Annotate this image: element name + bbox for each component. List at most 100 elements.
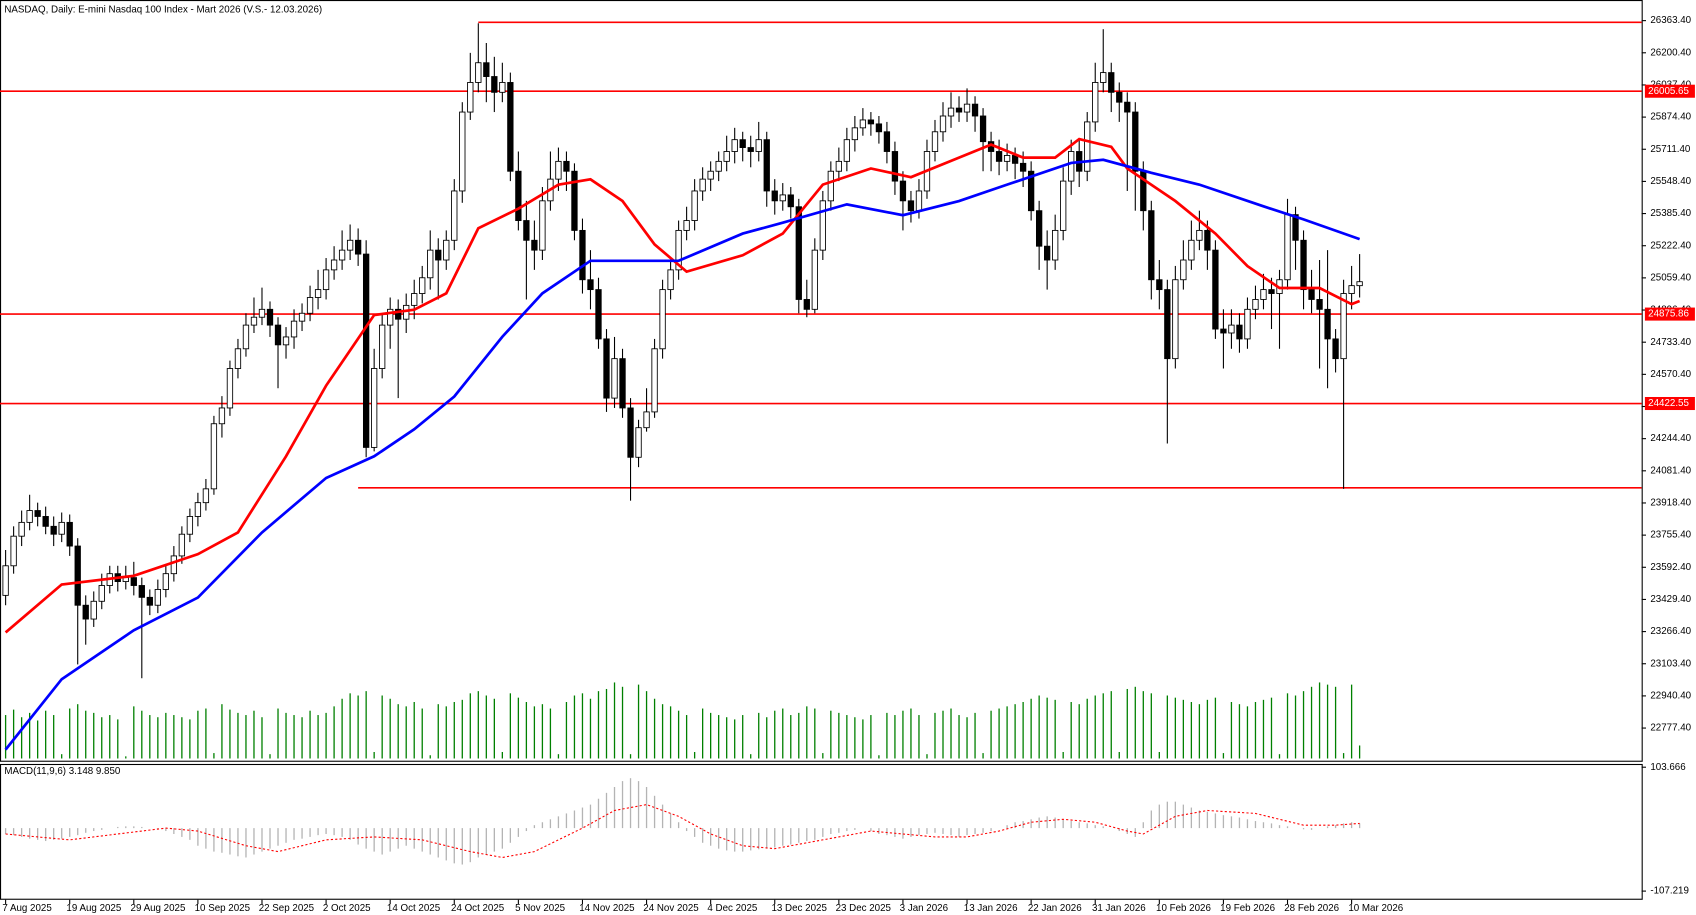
candle-body [1228, 324, 1235, 334]
candle-body [1100, 72, 1107, 83]
candle-body [875, 123, 883, 133]
candle-body [515, 170, 522, 221]
candle-body [411, 293, 418, 306]
y-tick-label: 25059.40 [1650, 272, 1691, 283]
candle-body [899, 180, 907, 202]
x-tick-label: 3 Jan 2026 [900, 903, 948, 914]
y-tick-label: 24570.40 [1650, 369, 1691, 380]
candle-body [1124, 101, 1131, 113]
candle-body [1324, 308, 1331, 340]
candle-body [491, 76, 498, 93]
candle-body [1156, 279, 1163, 291]
candle-body [250, 316, 258, 326]
candle-body [379, 324, 386, 369]
level-label-box [1644, 307, 1695, 321]
x-tick-label: 13 Jan 2026 [964, 903, 1018, 914]
candle-body [787, 194, 794, 208]
candle-body [939, 115, 947, 133]
level-label: 24422.55 [1648, 398, 1689, 409]
level-label: 24875.86 [1648, 309, 1689, 320]
candle-body [210, 423, 218, 490]
candle-body [1260, 289, 1267, 300]
candle-body [274, 324, 282, 346]
y-tick-label: 25874.40 [1650, 112, 1691, 123]
y-tick-label: 22940.40 [1650, 690, 1691, 701]
candle-body [1019, 162, 1027, 172]
candle-body [1204, 229, 1211, 251]
macd-label: MACD(11,9,6) 3.148 9.850 [4, 766, 121, 777]
candle-body [346, 239, 354, 251]
y-tick-label: 23103.40 [1650, 658, 1691, 669]
candle-body [835, 160, 843, 172]
candle-body [979, 115, 987, 143]
candle-body [851, 127, 859, 141]
x-tick-label: 24 Nov 2025 [643, 903, 699, 914]
macd-panel-frame [0, 763, 1643, 900]
candle-body [1027, 170, 1035, 212]
candle-body [963, 103, 971, 113]
candle-body [330, 259, 338, 271]
candle-body [763, 139, 770, 192]
candle-body [907, 200, 915, 212]
candle-body [1108, 72, 1115, 93]
candle-body [1164, 289, 1171, 360]
candle-body [683, 220, 690, 231]
candle-body [475, 62, 482, 83]
candle-body [26, 510, 33, 523]
candle-body [651, 348, 658, 413]
x-tick-label: 19 Feb 2026 [1220, 903, 1275, 914]
candle-body [579, 229, 586, 281]
candle-body [387, 308, 394, 326]
x-tick-label: 10 Sep 2025 [195, 903, 251, 914]
candle-body [859, 119, 867, 129]
candle-body [811, 249, 818, 310]
moving-average-line [4, 158, 1361, 751]
x-tick-label: 4 Dec 2025 [707, 903, 758, 914]
candle-body [154, 589, 161, 606]
candle-body [707, 170, 714, 180]
candle-body [675, 229, 682, 271]
candle-body [883, 131, 891, 152]
moving-average-line [4, 137, 1361, 634]
candle-body [1196, 229, 1203, 241]
candle-body [1132, 111, 1139, 172]
candle-body [699, 178, 706, 192]
candle-body [915, 190, 923, 212]
candle-body [771, 190, 778, 202]
x-tick-label: 13 Dec 2025 [771, 903, 827, 914]
y-tick-label: 25222.40 [1650, 240, 1691, 251]
candle-body [1044, 245, 1051, 261]
candle-body [266, 308, 274, 326]
candle-body [659, 289, 666, 350]
candle-body [282, 336, 290, 346]
candle-body [867, 119, 875, 125]
level-label-box [1644, 396, 1695, 411]
candle-body [1332, 338, 1339, 360]
y-tick-label: 25548.40 [1650, 176, 1691, 187]
candle-body [34, 510, 41, 517]
candle-body [242, 324, 250, 350]
candle-body [1011, 155, 1019, 164]
candle-body [1052, 229, 1059, 261]
candle-body [354, 239, 362, 255]
candle-body [715, 160, 722, 172]
x-tick-label: 29 Aug 2025 [131, 903, 186, 914]
candle-body [98, 585, 105, 602]
candle-body [691, 190, 698, 221]
x-tick-label: 7 Aug 2025 [2, 903, 52, 914]
candle-body [555, 160, 562, 180]
x-tick-label: 10 Feb 2026 [1156, 903, 1211, 914]
candle-body [755, 139, 762, 152]
y-tick-label: 26363.40 [1650, 15, 1691, 26]
candle-body [1252, 299, 1259, 310]
x-tick-label: 10 Mar 2026 [1348, 903, 1403, 914]
candle-body [451, 190, 458, 241]
candle-body [1212, 249, 1219, 330]
candle-body [1340, 293, 1347, 360]
candle-body [795, 206, 802, 300]
candle-body [1180, 259, 1187, 281]
candle-body [10, 535, 17, 567]
